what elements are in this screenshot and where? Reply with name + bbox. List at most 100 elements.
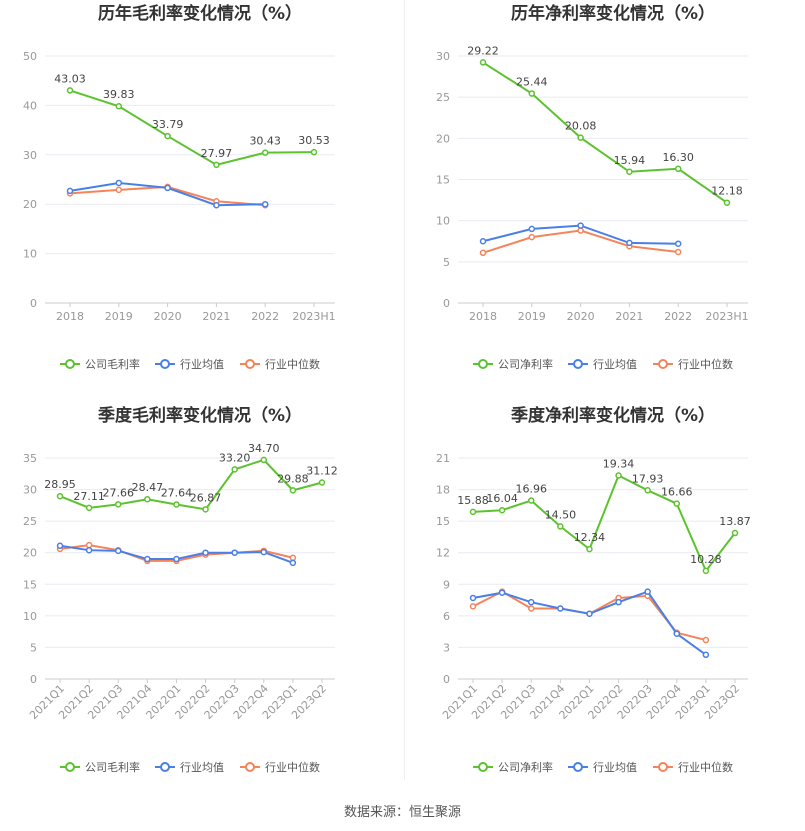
legend-marker-company [478,762,488,772]
data-point-company [469,508,477,516]
legend-label: 行业中位数 [265,760,320,774]
data-point-company [144,495,151,503]
y-tick-label: 20 [436,132,450,145]
quarterly-gross-margin-chart: 季度毛利率变化情况（%） 0 5 10 15 20 25 30 35 2021Q1 2021Q2 20… [0,402,400,802]
data-point-median [85,541,93,549]
data-point-avg [527,598,535,606]
y-tick-label: 0 [30,673,37,686]
x-tick-label: 2020 [567,310,595,323]
x-tick-label: 2021 [202,310,230,323]
data-point-avg [231,549,238,556]
y-tick-label: 30 [23,484,37,497]
legend-marker-company [478,359,488,369]
data-point-company [557,523,564,530]
data-source: 数据来源：恒生聚源 [343,805,461,820]
data-point-avg [469,594,477,602]
data-point-company [673,500,681,507]
data-point-avg [173,555,180,563]
data-label: 19.34 [603,457,635,470]
data-label: 39.83 [103,88,135,101]
data-point-company [498,506,506,514]
legend-marker-median [658,359,668,369]
data-label: 43.03 [54,72,86,85]
data-point-company [577,134,584,141]
data-label: 25.44 [516,76,548,89]
data-point-company [479,59,487,66]
data-point-company [66,87,74,94]
legend-label: 行业均值 [593,761,637,774]
data-point-avg [577,222,584,229]
data-point-company [586,545,593,553]
x-tick-label: 2023H1 [705,310,748,323]
x-tick-label: 2019 [105,310,133,323]
data-point-company [528,90,536,97]
data-point-median [674,248,682,256]
data-point-avg [144,555,151,563]
y-tick-label: 21 [436,452,450,465]
data-label: 28.47 [132,481,164,494]
legend-marker-median [658,762,668,772]
y-tick-label: 0 [30,297,37,310]
data-point-avg [115,179,123,187]
data-point-median [115,186,123,194]
x-tick-label: 2019 [518,310,546,323]
data-point-avg [644,588,651,595]
data-label: 15.94 [614,154,646,167]
data-point-avg [114,547,122,555]
data-label: 31.12 [306,464,338,477]
data-point-company [173,501,180,508]
series-line-company [59,458,323,511]
data-point-company [85,504,93,512]
data-point-company [115,102,123,110]
y-tick-label: 10 [23,248,37,261]
chart-title: 季度净利率变化情况（%） [511,405,715,426]
legend-label: 公司毛利率 [85,357,140,371]
legend-marker-avg [573,359,583,369]
data-point-avg [528,225,536,233]
legend-label: 公司毛利率 [85,760,140,774]
data-point-median [289,554,297,562]
data-point-avg [557,605,564,612]
legend-marker-median [245,359,255,369]
y-tick-label: 10 [436,215,450,228]
legend-label: 行业中位数 [678,760,733,774]
data-label: 12.18 [711,185,743,198]
y-tick-label: 15 [436,515,450,528]
data-point-company [260,456,268,464]
data-point-avg [479,238,487,245]
data-label: 20.08 [565,120,597,133]
legend-marker-avg [160,762,170,772]
chart-title: 历年净利率变化情况（%） [511,3,715,24]
y-tick-label: 15 [23,578,37,591]
series-line-company [69,89,315,166]
y-tick-label: 20 [23,198,37,211]
data-label: 33.20 [219,451,251,464]
legend-label: 行业均值 [180,358,224,371]
data-label: 27.66 [102,486,134,499]
data-point-company [202,506,209,513]
quarterly-net-margin-chart: 季度净利率变化情况（%） 0 3 6 9 12 15 18 21 2021Q1 2021Q2 2021… [413,402,805,802]
series-line-company [482,61,728,204]
data-label: 16.66 [661,486,693,499]
chart-title: 历年毛利率变化情况（%） [98,3,302,24]
data-point-avg [56,542,64,550]
y-tick-label: 40 [23,99,37,112]
x-tick-label: 2023H1 [292,310,335,323]
data-point-avg [586,610,593,618]
y-tick-label: 30 [436,50,450,63]
y-tick-label: 20 [23,547,37,560]
data-label: 30.53 [298,134,330,147]
legend-marker-avg [160,359,170,369]
data-point-company [674,165,682,173]
data-label: 14.50 [545,508,577,521]
data-point-median [528,233,536,241]
data-label: 12.34 [574,531,606,544]
data-point-avg [164,184,171,192]
y-tick-label: 18 [436,484,450,497]
chart-title: 季度毛利率变化情况（%） [98,405,302,426]
series-line-company [472,474,736,573]
data-point-median [702,636,710,644]
y-tick-label: 0 [443,297,450,310]
data-point-median [479,249,487,257]
